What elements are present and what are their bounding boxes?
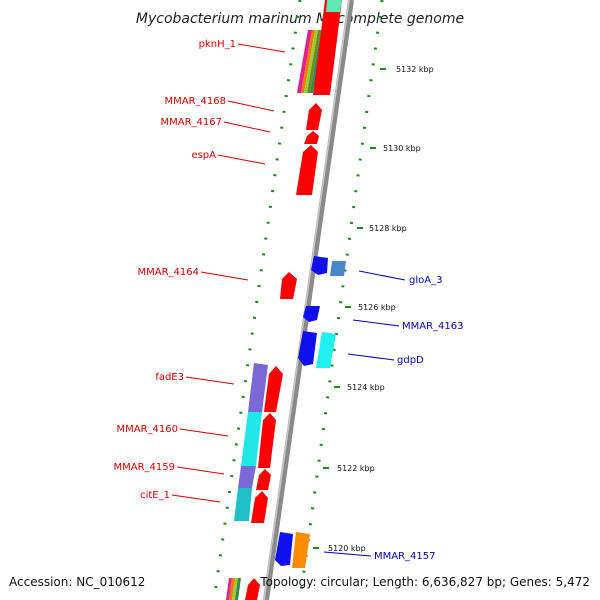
kbp-label: 5128 kbp (369, 224, 407, 233)
kbp-label: 5126 kbp (358, 303, 396, 312)
gene-label-mmar4159: MMAR_4159 (114, 462, 176, 473)
gene-mmar4164 (280, 272, 297, 299)
gene-red-cite1-adjacent (251, 491, 268, 523)
gene-cite1 (234, 488, 252, 521)
backbone-line (263, 0, 354, 600)
leader-line (217, 154, 266, 165)
gene-label-mmar4168: MMAR_4168 (165, 96, 227, 107)
gene-label-mmar4167: MMAR_4167 (161, 117, 223, 128)
genome-summary-text: Topology: circular; Length: 6,636,827 bp… (259, 575, 590, 589)
leader-line (185, 376, 235, 385)
right-gene-labels: gloA_3 MMAR_4163 gdpD MMAR_4157 (323, 270, 464, 562)
gene-label-mmar4157: MMAR_4157 (374, 551, 436, 562)
gene-mmar4160 (241, 412, 262, 466)
gene-mmar4157 (292, 532, 310, 568)
kbp-label: 5122 kbp (337, 464, 375, 473)
gene-label-mmar4160: MMAR_4160 (117, 424, 179, 435)
gene-label-mmar4164: MMAR_4164 (138, 267, 200, 278)
backbone (263, 0, 354, 600)
gene-label-cite1: citE_1 (140, 490, 170, 501)
bottom-colorful-feature (226, 578, 260, 600)
gene-red-mmar4160-adjacent (258, 413, 276, 468)
gene-blue-near-gloa3 (311, 256, 328, 275)
gene-label-espa: espA (191, 150, 216, 161)
leader-line (358, 270, 406, 281)
map-title: Mycobacterium marinum M, complete genome (136, 11, 464, 27)
kbp-scale: 5132 kbp 5130 kbp 5128 kbp 5126 kbp 5124… (313, 65, 434, 553)
gene-mmar4163 (303, 306, 320, 322)
kbp-label: 5130 kbp (383, 144, 421, 153)
leader-line (323, 551, 372, 557)
gene-mmar4167 (304, 131, 319, 144)
gene-fade3 (248, 363, 268, 412)
leader-line (347, 353, 395, 361)
gene-red-fade3-adjacent (264, 366, 283, 412)
leader-line (227, 100, 275, 112)
gene-mmar4159 (238, 466, 256, 488)
gene-gdpd (316, 332, 336, 368)
leader-line (200, 271, 249, 281)
leader-line (176, 466, 225, 475)
gene-label-gdpd: gdpD (397, 355, 424, 366)
leader-line (352, 319, 400, 327)
gene-blue-near-gdpd (298, 331, 317, 366)
kbp-label: 5120 kbp (328, 544, 366, 553)
gene-blue-near-mmar4157 (275, 532, 293, 566)
accession-text: Accession: NC_010612 (9, 575, 145, 589)
leader-line (223, 121, 271, 133)
forward-genes (226, 0, 342, 600)
gene-label-mmar4163: MMAR_4163 (402, 321, 464, 332)
gene-label-gloa3: gloA_3 (409, 275, 442, 286)
reverse-genes (275, 256, 346, 568)
gene-top-red-large (313, 0, 342, 95)
gene-label-pknh1: pknH_1 (199, 39, 236, 50)
leader-line (171, 494, 221, 503)
kbp-label: 5124 kbp (347, 383, 385, 392)
gene-red-mmar4159-adjacent (256, 469, 271, 490)
left-gene-labels: pknH_1 MMAR_4168 MMAR_4167 espA MMAR_416… (114, 39, 286, 503)
leader-line (179, 428, 229, 437)
gene-gloa3 (330, 261, 346, 276)
leader-line (237, 43, 286, 53)
backbone-highlight (263, 0, 350, 600)
gene-label-fade3: fadE3 (155, 372, 184, 383)
gene-top-teal (326, 0, 342, 12)
gene-mmar4168 (306, 103, 322, 130)
gene-espa (296, 145, 318, 195)
kbp-label: 5132 kbp (396, 65, 434, 74)
